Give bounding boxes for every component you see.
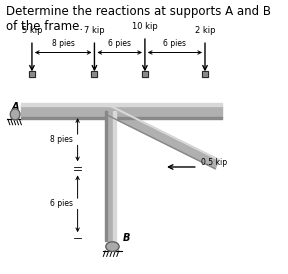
Text: 7 kip: 7 kip xyxy=(84,26,105,35)
Text: 8 pies: 8 pies xyxy=(50,135,73,144)
Text: 2 kip: 2 kip xyxy=(195,26,215,35)
Text: 0.5 kip: 0.5 kip xyxy=(201,158,228,167)
Text: 6 pies: 6 pies xyxy=(108,39,131,48)
Ellipse shape xyxy=(106,242,119,251)
Text: B: B xyxy=(123,233,131,243)
Text: 8 pies: 8 pies xyxy=(52,39,75,48)
Polygon shape xyxy=(108,107,219,169)
Text: 6 pies: 6 pies xyxy=(50,199,73,208)
Text: 10 kip: 10 kip xyxy=(132,22,158,31)
Text: Determine the reactions at supports A and B
of the frame.: Determine the reactions at supports A an… xyxy=(5,5,270,33)
Text: A: A xyxy=(11,102,19,112)
Text: 6 pies: 6 pies xyxy=(164,39,186,48)
Text: 5 kip: 5 kip xyxy=(22,26,42,35)
Ellipse shape xyxy=(10,109,20,120)
